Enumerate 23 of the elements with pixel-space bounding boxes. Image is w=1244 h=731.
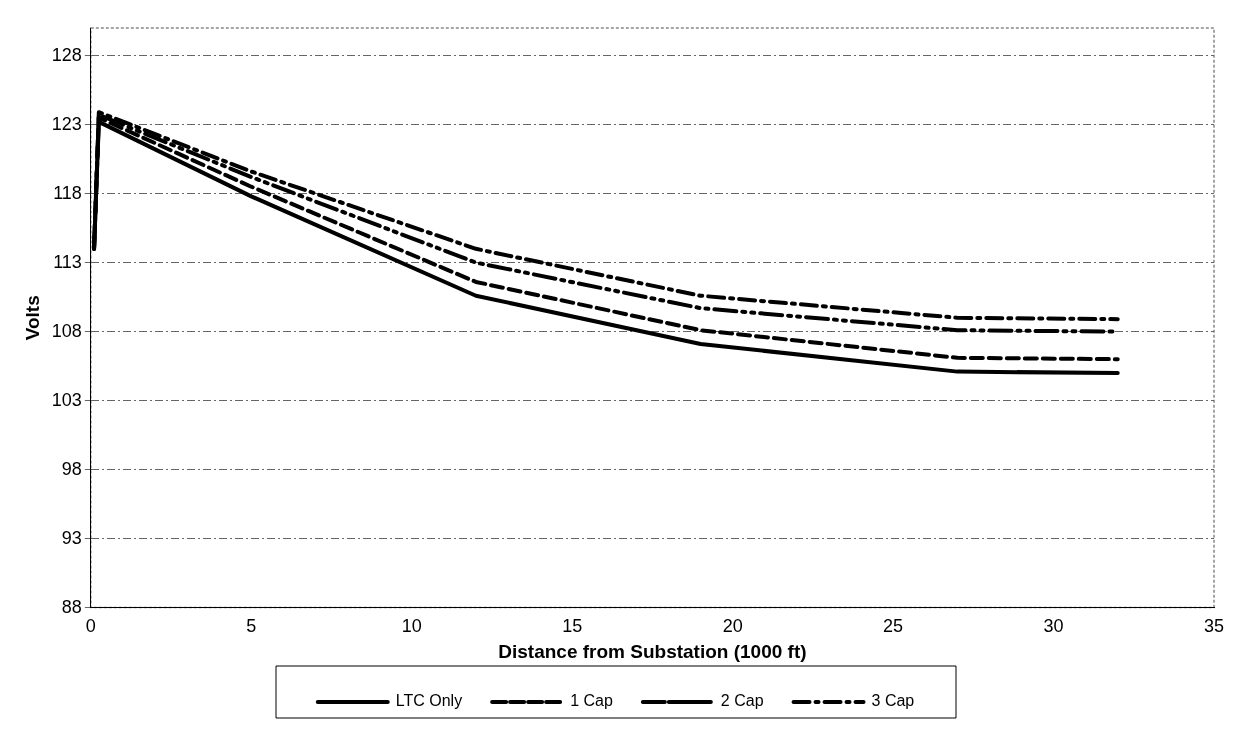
y-tick-label: 128 xyxy=(51,44,82,65)
legend-label: 2 Cap xyxy=(720,692,764,710)
x-tick-label: 25 xyxy=(883,616,904,637)
y-tick-label: 113 xyxy=(53,251,82,272)
legend-label: 1 Cap xyxy=(570,692,613,710)
legend-label: LTC Only xyxy=(395,692,463,710)
y-tick-label: 98 xyxy=(61,458,82,479)
x-tick-label: 10 xyxy=(401,616,422,637)
x-tick-label: 15 xyxy=(562,616,583,637)
y-tick-label: 88 xyxy=(61,596,82,617)
y-tick-label: 93 xyxy=(61,527,82,548)
x-tick-label: 35 xyxy=(1203,616,1225,637)
y-tick-label: 118 xyxy=(53,182,82,203)
x-tick-label: 30 xyxy=(1043,616,1064,637)
x-tick-label: 5 xyxy=(246,616,257,637)
y-tick-label: 123 xyxy=(51,113,82,134)
y-tick-label: 103 xyxy=(51,389,82,410)
y-tick-label: 108 xyxy=(51,320,82,341)
y-axis-title: Volts xyxy=(21,295,43,341)
x-tick-label: 20 xyxy=(722,616,743,637)
x-axis-title: Distance from Substation (1000 ft) xyxy=(498,640,807,662)
x-tick-label: 0 xyxy=(85,616,96,637)
legend-label: 3 Cap xyxy=(871,692,915,710)
